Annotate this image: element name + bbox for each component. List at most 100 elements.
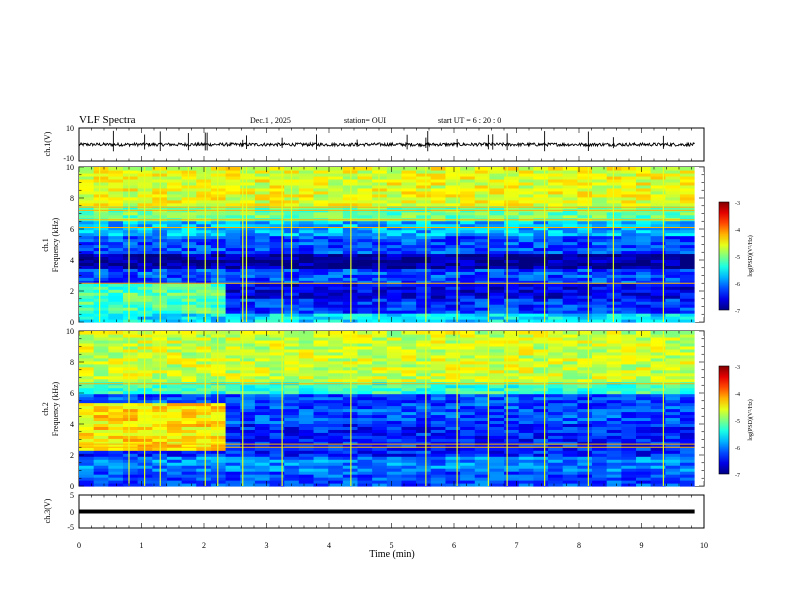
psd-cell bbox=[562, 262, 578, 266]
psd-cell bbox=[313, 241, 329, 246]
psd-cell bbox=[372, 420, 388, 425]
psd-cell bbox=[284, 342, 300, 347]
psd-cell bbox=[577, 226, 593, 231]
psd-cell bbox=[328, 465, 344, 469]
psd-cell bbox=[665, 167, 681, 171]
psd-cell bbox=[416, 280, 432, 284]
psd-cell bbox=[181, 444, 197, 448]
psd-cell bbox=[548, 441, 564, 445]
psd-cell bbox=[166, 223, 183, 228]
psd-cell bbox=[679, 483, 696, 487]
psd-cell bbox=[166, 193, 183, 198]
psd-cell bbox=[137, 372, 153, 377]
psd-cell bbox=[606, 477, 622, 481]
psd-cell bbox=[79, 477, 95, 481]
psd-cell bbox=[210, 265, 227, 269]
psd-cell bbox=[621, 384, 637, 389]
psd-cell bbox=[635, 259, 652, 263]
psd-cell bbox=[181, 271, 197, 275]
psd-cell bbox=[93, 199, 109, 204]
psd-cell bbox=[225, 178, 241, 183]
psd-cell bbox=[606, 378, 622, 383]
psd-cell bbox=[372, 333, 388, 338]
psd-cell bbox=[679, 357, 696, 362]
psd-cell bbox=[372, 172, 388, 177]
psd-cell bbox=[518, 468, 534, 472]
psd-cell bbox=[460, 375, 476, 380]
psd-cell bbox=[225, 351, 241, 356]
psd-cell bbox=[474, 459, 491, 463]
psd-cell bbox=[460, 190, 476, 195]
psd-cell bbox=[504, 360, 520, 365]
psd-cell bbox=[445, 220, 461, 225]
psd-cell bbox=[650, 202, 666, 207]
psd-cell bbox=[548, 405, 564, 410]
psd-cell bbox=[79, 360, 95, 365]
psd-cell bbox=[474, 450, 491, 454]
psd-cell bbox=[621, 456, 637, 460]
psd-cell bbox=[650, 459, 666, 463]
psd-cell bbox=[577, 477, 593, 481]
psd-cell bbox=[504, 274, 520, 278]
psd-cell bbox=[504, 256, 520, 261]
psd-cell bbox=[372, 298, 388, 302]
psd-cell bbox=[562, 471, 578, 475]
psd-cell bbox=[284, 444, 300, 448]
psd-cell bbox=[679, 402, 696, 407]
psd-cell bbox=[166, 256, 183, 261]
psd-cell bbox=[504, 211, 520, 216]
psd-cell bbox=[225, 268, 241, 272]
psd-cell bbox=[254, 286, 271, 290]
psd-cell bbox=[108, 310, 124, 314]
psd-cell bbox=[416, 438, 432, 442]
psd-cell bbox=[474, 274, 491, 278]
psd-cell bbox=[665, 333, 681, 338]
psd-cell bbox=[240, 426, 256, 430]
psd-cell bbox=[357, 438, 373, 442]
psd-cell bbox=[665, 247, 681, 252]
psd-cell bbox=[166, 366, 183, 371]
psd-cell bbox=[504, 363, 520, 368]
psd-cell bbox=[430, 402, 447, 407]
psd-cell bbox=[592, 360, 608, 365]
psd-cell bbox=[401, 196, 417, 201]
psd-cell bbox=[460, 283, 476, 287]
psd-cell bbox=[562, 199, 578, 204]
psd-cell bbox=[108, 477, 124, 481]
psd-cell bbox=[621, 277, 637, 281]
psd-cell bbox=[430, 256, 447, 261]
psd-cell bbox=[474, 304, 491, 308]
psd-cell bbox=[386, 214, 403, 219]
psd-cell bbox=[372, 226, 388, 231]
psd-cell bbox=[445, 202, 461, 207]
psd-cell bbox=[181, 187, 197, 192]
psd-cell bbox=[313, 289, 329, 293]
psd-cell bbox=[298, 199, 315, 204]
psd-cell bbox=[328, 265, 344, 269]
psd-cell bbox=[372, 259, 388, 263]
psd-cell bbox=[240, 241, 256, 246]
psd-cell bbox=[284, 480, 300, 484]
psd-cell bbox=[445, 477, 461, 481]
psd-cell bbox=[679, 280, 696, 284]
psd-cell bbox=[137, 420, 153, 425]
psd-cell bbox=[430, 190, 447, 195]
psd-cell bbox=[577, 280, 593, 284]
psd-cell bbox=[548, 190, 564, 195]
psd-cell bbox=[562, 298, 578, 302]
psd-cell bbox=[606, 387, 622, 392]
psd-cell bbox=[474, 196, 491, 201]
psd-cell bbox=[635, 402, 652, 407]
psd-cell bbox=[548, 274, 564, 278]
psd-cell bbox=[240, 435, 256, 439]
psd-cell bbox=[460, 295, 476, 299]
psd-cell bbox=[606, 253, 622, 258]
psd-cell bbox=[386, 429, 403, 433]
psd-cell bbox=[592, 441, 608, 445]
psd-cell bbox=[225, 277, 241, 281]
psd-cell bbox=[357, 360, 373, 365]
psd-cell bbox=[79, 408, 95, 413]
psd-cell bbox=[650, 363, 666, 368]
psd-cell bbox=[166, 378, 183, 383]
psd-cell bbox=[679, 232, 696, 237]
